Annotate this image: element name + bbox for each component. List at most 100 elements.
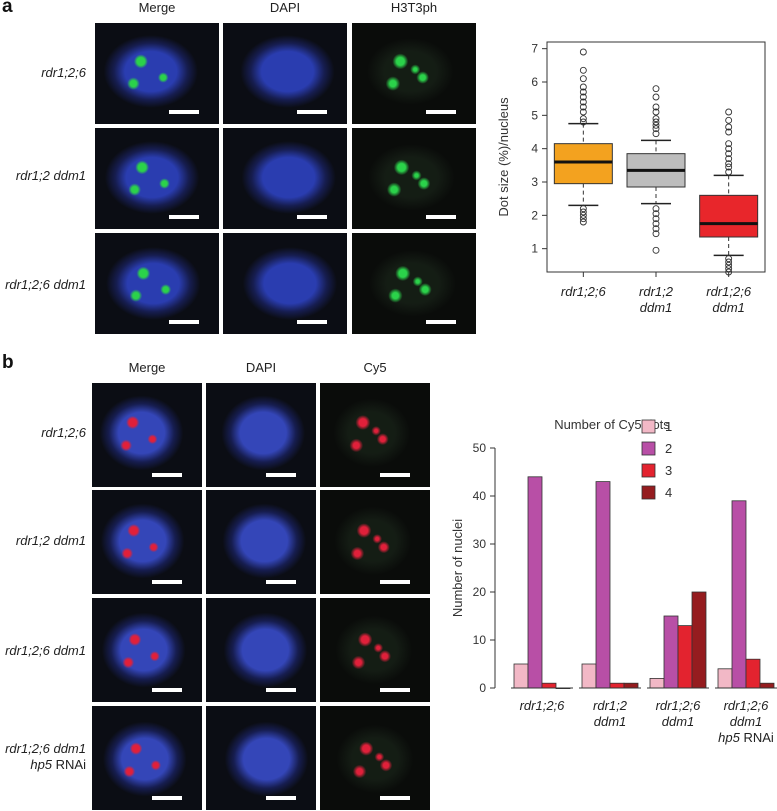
boxplot-outlier: [579, 211, 587, 219]
barchart-xtick-label: hp5 RNAi: [718, 730, 774, 745]
panel-b-row-label-1-text: rdr1;2;6: [41, 425, 86, 440]
boxplot-outlier: [579, 205, 587, 213]
panel-a-micrograph-r1-c2: [223, 23, 347, 124]
panel-b-micrograph-r4-c2: [206, 706, 316, 810]
boxplot-outlier: [652, 246, 660, 254]
panel-a-scale-bar: [297, 110, 327, 114]
panel-b-micrograph-r1-c1: [92, 383, 202, 487]
panel-b-scale-bar: [266, 688, 296, 692]
panel-b-row-label-3-text: rdr1;2;6 ddm1: [5, 643, 86, 658]
boxplot-xtick-label: rdr1;2;6: [561, 284, 607, 299]
barchart-legend-label: 4: [665, 485, 672, 500]
boxplot-outlier: [652, 205, 660, 213]
boxplot-outlier: [652, 93, 660, 101]
panel-b-scale-bar: [266, 473, 296, 477]
boxplot-ylabel: Dot size (%)/nucleus: [496, 97, 511, 217]
panel-a-row-label-3: rdr1;2;6 ddm1: [5, 277, 86, 292]
boxplot-outlier: [725, 163, 733, 171]
panel-b-micrograph-r3-c3: [320, 598, 430, 702]
panel-b-scale-bar: [152, 688, 182, 692]
panel-b-row-label-3: rdr1;2;6 ddm1: [0, 643, 86, 659]
panel-b-header-cy5: Cy5: [363, 360, 387, 375]
barchart-legend-swatch: [641, 441, 656, 456]
panel-a-scale-bar: [169, 215, 199, 219]
barchart-legend-swatch: [641, 485, 656, 500]
boxplot-outlier: [579, 215, 587, 223]
barchart-bar: [609, 682, 625, 689]
barchart-title: Number of Cy5 dots: [554, 417, 670, 432]
barchart-bar: [623, 682, 639, 689]
panel-a-scale-bar: [297, 215, 327, 219]
panel-a-row-label-2: rdr1;2 ddm1: [15, 168, 86, 183]
barchart-xtick-label: rdr1;2;6: [724, 698, 770, 713]
boxplot-outlier: [725, 168, 733, 176]
barchart-ylabel: Number of nuclei: [450, 519, 465, 617]
boxplot-outlier: [652, 118, 660, 126]
panel-b-micrograph-r4-c3: [320, 706, 430, 810]
boxplot-outlier: [579, 75, 587, 83]
boxplot-ytick-label: 5: [531, 108, 538, 122]
barchart-ytick-label: 30: [473, 537, 487, 551]
boxplot-outlier: [725, 258, 733, 266]
panel-b-micrograph-r4-c1: [92, 706, 202, 810]
barchart-bar: [745, 658, 761, 689]
boxplot-outlier: [725, 145, 733, 153]
boxplot-outlier: [725, 108, 733, 116]
boxplot-outlier: [579, 66, 587, 74]
barchart-bar: [581, 663, 597, 689]
barchart-ytick-label: 0: [479, 681, 486, 695]
barchart-bar: [527, 476, 543, 689]
barchart-bar: [541, 682, 557, 689]
panel-a-scale-bar: [169, 110, 199, 114]
boxplot-outlier: [725, 255, 733, 263]
boxplot-outlier: [652, 85, 660, 93]
panel-a-micrograph-r1-c3: [352, 23, 476, 124]
barchart-bar: [759, 682, 775, 689]
boxplot-outlier: [725, 128, 733, 136]
barchart-ytick-label: 40: [473, 489, 487, 503]
panel-b-header-dapi: DAPI: [245, 360, 277, 375]
barchart-bar: [649, 677, 665, 689]
cy5-dots-barchart: Number of Cy5 dots 0 10 20 30 40 50 Number of n…: [450, 417, 777, 745]
panel-b-letter: b: [2, 352, 14, 373]
barchart-ytick-label: 10: [473, 633, 487, 647]
boxplot-outlier: [579, 93, 587, 101]
boxplot-outlier: [579, 218, 587, 226]
boxplot-outlier: [652, 125, 660, 133]
boxplot-xtick-label: ddm1: [640, 300, 673, 315]
boxplot-ytick-label: 2: [531, 208, 538, 222]
boxplot-xtick-label: rdr1;2;6: [706, 284, 752, 299]
panel-a-letter: a: [2, 0, 13, 17]
boxplot-outlier: [652, 115, 660, 123]
boxplot-ytick-label: 1: [531, 242, 538, 256]
barchart-bar: [595, 481, 611, 689]
panel-b-micrograph-r2-c3: [320, 490, 430, 594]
boxplot-outlier: [725, 116, 733, 124]
panel-b-scale-bar: [380, 473, 410, 477]
panel-b-row-label-4: rdr1;2;6 ddm1 hp5 RNAi: [0, 741, 86, 773]
panel-b-micrograph-r2-c2: [206, 490, 316, 594]
boxplot-xtick-label: ddm1: [712, 300, 745, 315]
dot-size-boxplot: 1 2 3 4 5 6 7 Dot size (%)/nucleus rdr1;2;6 rdr1;…: [496, 41, 766, 315]
boxplot-outlier: [652, 225, 660, 233]
boxplot-box: [699, 194, 759, 238]
barchart-bar: [717, 668, 733, 689]
panel-a-scale-bar: [426, 110, 456, 114]
barchart-legend-swatch: [641, 419, 656, 434]
barchart-ytick-label: 50: [473, 441, 487, 455]
boxplot-outlier: [652, 215, 660, 223]
barchart-xtick-label: ddm1: [662, 714, 695, 729]
panel-a-micrograph-r3-c1: [95, 233, 219, 334]
panel-a-micrograph-r2-c2: [223, 128, 347, 229]
panel-a-scale-bar: [426, 320, 456, 324]
barchart-xtick-label: ddm1: [730, 714, 763, 729]
panel-a-row-label-1: rdr1;2;6: [41, 65, 86, 80]
boxplot-ytick-label: 6: [531, 75, 538, 89]
panel-b-row-label-4-line1: rdr1;2;6 ddm1: [5, 741, 86, 756]
panel-b-scale-bar: [380, 580, 410, 584]
barchart-xtick-label: rdr1;2: [593, 698, 628, 713]
boxplot-outlier: [579, 48, 587, 56]
panel-b-scale-bar: [152, 473, 182, 477]
boxplot-outlier: [652, 210, 660, 218]
boxplot-outlier: [725, 150, 733, 158]
